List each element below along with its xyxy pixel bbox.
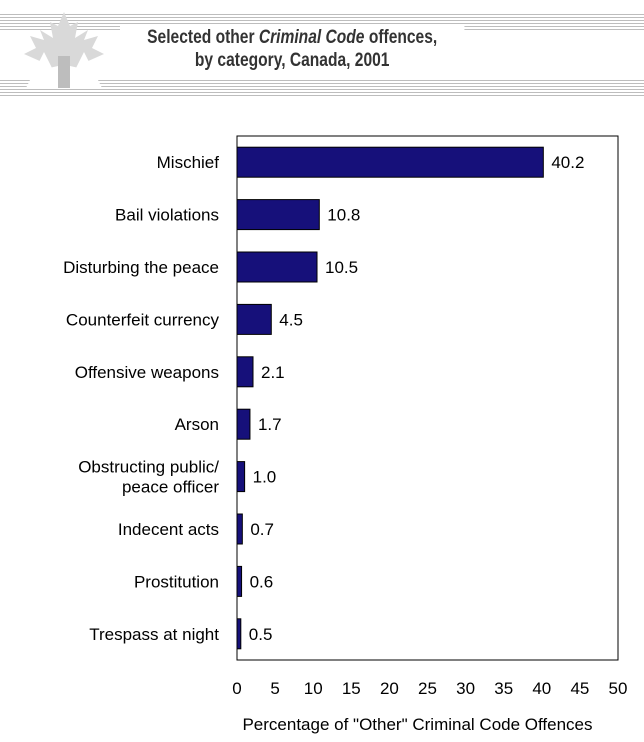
x-tick-label: 15: [342, 679, 361, 698]
bar: [236, 461, 246, 493]
x-tick-label: 25: [418, 679, 437, 698]
value-label: 0.7: [250, 520, 274, 539]
x-tick-label: 10: [304, 679, 323, 698]
category-label: Obstructing public/: [78, 458, 219, 477]
value-label: 2.1: [261, 363, 285, 382]
value-label: 0.6: [250, 572, 274, 591]
bar: [236, 303, 272, 335]
bar: [236, 513, 243, 545]
bar: [236, 146, 544, 178]
plot-frame: [236, 135, 619, 661]
value-label: 10.5: [325, 258, 358, 277]
bars: [236, 146, 544, 650]
title-emphasis: Criminal Code: [258, 27, 365, 48]
category-label: Mischief: [157, 153, 220, 172]
category-label: Indecent acts: [118, 520, 219, 539]
x-tick-label: 35: [494, 679, 513, 698]
category-label: Offensive weapons: [75, 363, 219, 382]
value-labels: 40.2 10.8 10.5 4.5 2.1 1.7 1.0 0.7 0.6 0.5: [249, 153, 585, 644]
chart-title: Selected other Criminal Code offences, b…: [120, 26, 465, 72]
category-label: peace officer: [122, 478, 219, 497]
category-label: Bail violations: [115, 206, 219, 225]
header: Selected other Criminal Code offences, b…: [0, 0, 644, 100]
x-tick-labels: 0 5 10 15 20 25 30 35 40 45 50: [232, 679, 627, 698]
value-label: 0.5: [249, 625, 273, 644]
category-label: Arson: [175, 415, 219, 434]
x-tick-label: 45: [570, 679, 589, 698]
bar: [236, 408, 251, 440]
bar: [236, 618, 242, 650]
maple-leaf-logo-icon: [24, 12, 104, 88]
category-label: Trespass at night: [89, 625, 219, 644]
bar: [236, 356, 254, 388]
plot-area: [236, 135, 619, 661]
x-tick-label: 50: [609, 679, 628, 698]
bar: [236, 251, 318, 283]
x-tick-label: 20: [380, 679, 399, 698]
bar: [236, 565, 243, 597]
bar: [236, 199, 320, 231]
category-label: Counterfeit currency: [66, 310, 220, 329]
title-line-2: by category, Canada, 2001: [120, 49, 465, 72]
category-label: Disturbing the peace: [63, 258, 219, 277]
x-tick-label: 0: [232, 679, 241, 698]
title-line-1: Selected other Criminal Code offences,: [120, 26, 465, 49]
value-label: 40.2: [551, 153, 584, 172]
header-stripes-bottom: [0, 80, 644, 96]
x-tick-label: 5: [270, 679, 279, 698]
x-axis-title: Percentage of "Other" Criminal Code Offe…: [242, 715, 592, 734]
value-label: 4.5: [279, 310, 303, 329]
category-label: Prostitution: [134, 572, 219, 591]
x-tick-label: 30: [456, 679, 475, 698]
x-tick-label: 40: [532, 679, 551, 698]
category-labels: Mischief Bail violations Disturbing the pe…: [63, 153, 219, 644]
bar-chart: Mischief Bail violations Disturbing the pe…: [63, 135, 627, 734]
value-label: 1.7: [258, 415, 282, 434]
value-label: 10.8: [327, 206, 360, 225]
value-label: 1.0: [253, 468, 277, 487]
